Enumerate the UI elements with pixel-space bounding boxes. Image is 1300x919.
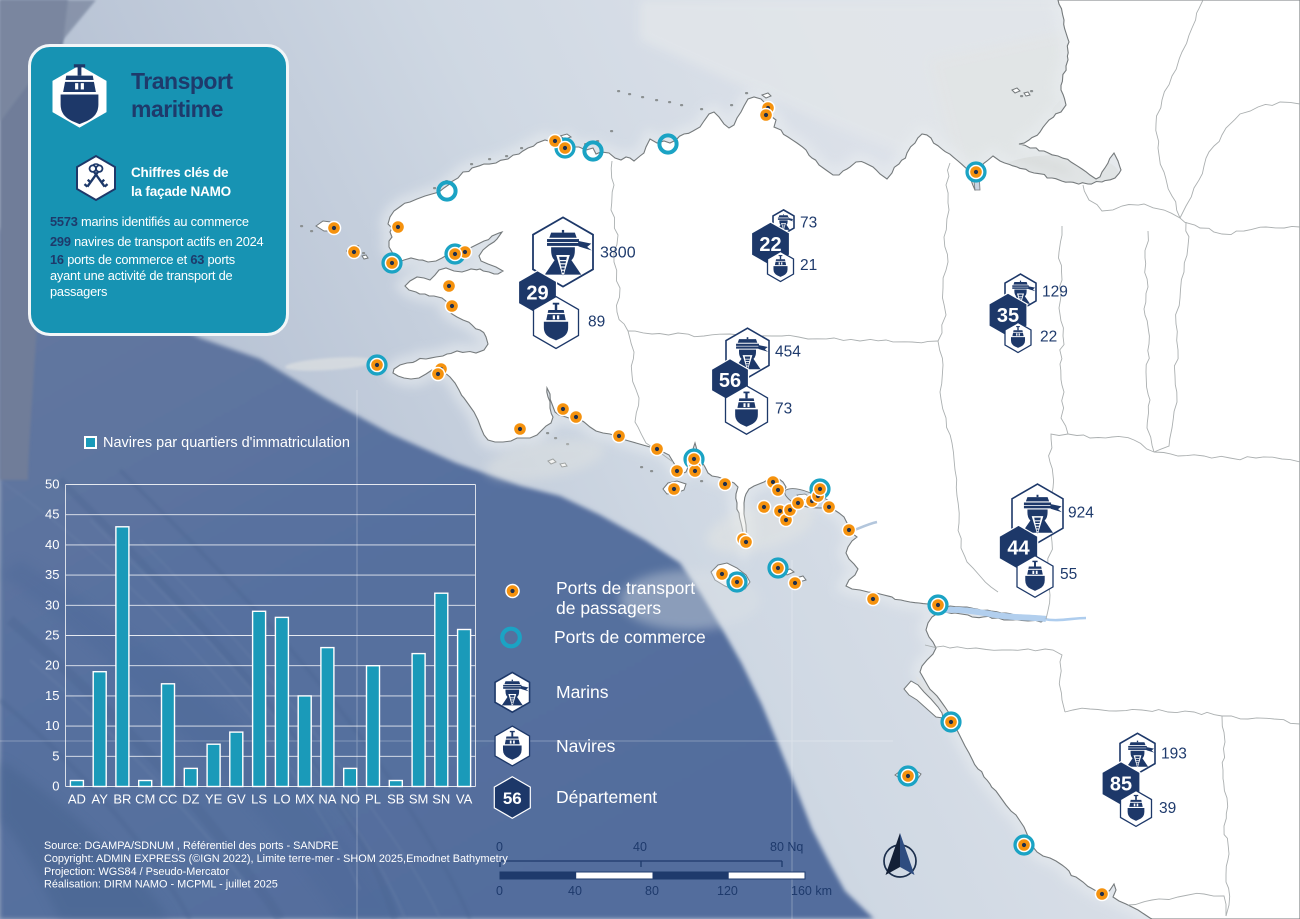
svg-text:160 km: 160 km bbox=[791, 884, 832, 898]
svg-text:SM: SM bbox=[409, 792, 429, 807]
svg-text:10: 10 bbox=[45, 718, 59, 733]
svg-text:VA: VA bbox=[456, 792, 473, 807]
svg-text:SN: SN bbox=[432, 792, 450, 807]
svg-text:22: 22 bbox=[759, 234, 781, 256]
svg-text:0: 0 bbox=[52, 779, 59, 794]
svg-text:129: 129 bbox=[1042, 284, 1068, 301]
svg-text:20: 20 bbox=[45, 658, 59, 673]
svg-text:35: 35 bbox=[997, 305, 1019, 327]
svg-text:22: 22 bbox=[1040, 329, 1057, 346]
svg-text:Source: DGAMPA/SDNUM , Référen: Source: DGAMPA/SDNUM , Référentiel des p… bbox=[44, 840, 339, 852]
svg-text:Département: Département bbox=[556, 787, 657, 807]
svg-text:PL: PL bbox=[365, 792, 381, 807]
svg-text:3800: 3800 bbox=[600, 245, 636, 262]
svg-text:Navires par quartiers d'immatr: Navires par quartiers d'immatriculation bbox=[103, 435, 350, 451]
svg-text:35: 35 bbox=[45, 567, 59, 582]
svg-text:GV: GV bbox=[227, 792, 246, 807]
svg-text:15: 15 bbox=[45, 688, 59, 703]
svg-text:AY: AY bbox=[92, 792, 109, 807]
svg-text:454: 454 bbox=[775, 344, 801, 361]
svg-text:40: 40 bbox=[568, 884, 582, 898]
svg-text:193: 193 bbox=[1161, 746, 1187, 763]
svg-text:Réalisation: DIRM NAMO - MCPML: Réalisation: DIRM NAMO - MCPML - juillet… bbox=[44, 879, 278, 891]
svg-text:50: 50 bbox=[45, 477, 59, 492]
svg-text:0: 0 bbox=[496, 840, 503, 854]
svg-text:40: 40 bbox=[45, 537, 59, 552]
svg-text:YE: YE bbox=[205, 792, 223, 807]
svg-text:924: 924 bbox=[1068, 505, 1094, 522]
svg-text:29: 29 bbox=[526, 283, 548, 305]
svg-text:Projection: WGS84 / Pseudo-Mer: Projection: WGS84 / Pseudo-Mercator bbox=[44, 866, 230, 878]
svg-text:LO: LO bbox=[273, 792, 290, 807]
svg-text:Ports de transport: Ports de transport bbox=[556, 578, 695, 598]
svg-text:55: 55 bbox=[1060, 566, 1077, 583]
svg-text:CC: CC bbox=[159, 792, 178, 807]
svg-text:120: 120 bbox=[717, 884, 738, 898]
svg-text:Copyright: ADMIN EXPRESS (©IGN: Copyright: ADMIN EXPRESS (©IGN 2022), Li… bbox=[44, 853, 508, 865]
svg-text:56: 56 bbox=[503, 789, 522, 808]
svg-text:44: 44 bbox=[1007, 538, 1030, 560]
svg-text:NO: NO bbox=[340, 792, 360, 807]
svg-text:5: 5 bbox=[52, 748, 59, 763]
svg-text:DZ: DZ bbox=[182, 792, 199, 807]
svg-text:80: 80 bbox=[645, 884, 659, 898]
svg-text:MX: MX bbox=[295, 792, 315, 807]
svg-text:85: 85 bbox=[1110, 774, 1132, 796]
svg-text:CM: CM bbox=[135, 792, 155, 807]
svg-text:39: 39 bbox=[1159, 800, 1176, 817]
svg-text:0: 0 bbox=[496, 884, 503, 898]
svg-text:de passagers: de passagers bbox=[556, 598, 661, 618]
svg-text:73: 73 bbox=[775, 401, 792, 418]
svg-text:45: 45 bbox=[45, 507, 59, 522]
svg-text:AD: AD bbox=[68, 792, 86, 807]
svg-text:Ports de commerce: Ports de commerce bbox=[554, 627, 706, 647]
svg-text:80 Nq: 80 Nq bbox=[770, 840, 803, 854]
svg-text:LS: LS bbox=[251, 792, 267, 807]
svg-text:56: 56 bbox=[719, 370, 741, 392]
svg-text:NA: NA bbox=[318, 792, 336, 807]
svg-text:SB: SB bbox=[387, 792, 404, 807]
svg-text:40: 40 bbox=[633, 840, 647, 854]
svg-text:Navires: Navires bbox=[556, 736, 616, 756]
svg-text:73: 73 bbox=[800, 215, 817, 232]
svg-text:Marins: Marins bbox=[556, 682, 609, 702]
svg-text:21: 21 bbox=[800, 257, 817, 274]
svg-text:25: 25 bbox=[45, 628, 59, 643]
svg-text:30: 30 bbox=[45, 597, 59, 612]
svg-text:89: 89 bbox=[588, 314, 605, 331]
svg-text:BR: BR bbox=[113, 792, 131, 807]
